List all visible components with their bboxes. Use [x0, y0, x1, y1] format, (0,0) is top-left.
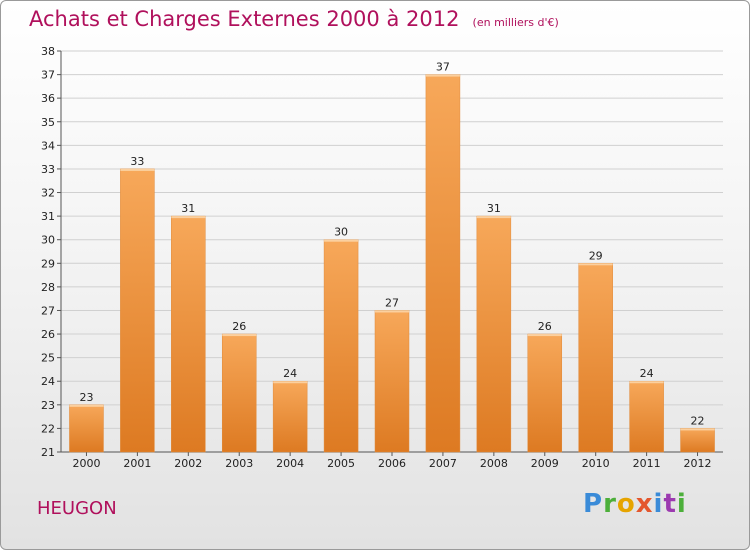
- commune-name: HEUGON: [37, 498, 117, 519]
- logo-letter: P: [583, 489, 604, 519]
- bar-highlight: [69, 404, 104, 407]
- data-label: 27: [385, 296, 399, 309]
- y-tick-label: 29: [41, 257, 55, 270]
- bar: [629, 380, 664, 453]
- data-label: 37: [436, 61, 450, 74]
- y-tick-label: 36: [41, 92, 55, 105]
- bar: [323, 239, 359, 453]
- data-label: 24: [640, 367, 654, 380]
- unit-text: (en milliers d'€): [472, 16, 559, 29]
- logo-letter: x: [635, 489, 654, 519]
- bar-highlight: [680, 428, 715, 431]
- logo-letter: t: [663, 489, 677, 519]
- logo-letter: i: [653, 489, 664, 519]
- chart-title: Achats et Charges Externes 2000 à 2012 (…: [29, 7, 559, 31]
- data-label: 33: [130, 155, 144, 168]
- bar-highlight: [273, 381, 308, 384]
- y-tick-label: 25: [41, 352, 55, 365]
- logo-letter: r: [603, 489, 617, 519]
- data-label: 23: [79, 391, 93, 404]
- bar: [171, 215, 206, 453]
- x-tick-label: 2001: [123, 457, 151, 470]
- x-tick-label: 2007: [429, 457, 457, 470]
- data-label: 22: [691, 414, 705, 427]
- data-labels: 23 33 31 26 24 30 27 37 31 26 29 24 22: [79, 61, 704, 428]
- logo-letter: i: [676, 489, 687, 519]
- bar: [578, 263, 613, 453]
- y-tick-label: 38: [41, 45, 55, 58]
- bar: [374, 310, 410, 453]
- title-text: Achats et Charges Externes 2000 à 2012: [29, 7, 460, 31]
- x-tick-label: 2004: [276, 457, 304, 470]
- y-tick-label: 22: [41, 422, 55, 435]
- bar-highlight: [476, 216, 511, 219]
- bar: [680, 428, 715, 453]
- y-tick-label: 26: [41, 328, 55, 341]
- data-label: 24: [283, 367, 297, 380]
- bar: [69, 404, 104, 453]
- y-tick-label: 31: [41, 210, 55, 223]
- data-label: 26: [232, 320, 246, 333]
- bar-highlight: [578, 263, 613, 266]
- y-tick-label: 28: [41, 281, 55, 294]
- data-label: 29: [589, 249, 603, 262]
- data-label: 30: [334, 226, 348, 239]
- bar: [425, 74, 461, 453]
- x-tick-label: 2003: [225, 457, 253, 470]
- y-tick-label: 23: [41, 399, 55, 412]
- bars: [69, 74, 715, 453]
- x-tick-labels: 2000 2001 2002 2003 2004 2005 2006 2007 2008 2009…: [72, 457, 711, 470]
- x-tick-label: 2000: [72, 457, 100, 470]
- x-tick-label: 2005: [327, 457, 355, 470]
- bar-highlight: [629, 381, 664, 384]
- bar: [527, 333, 563, 453]
- y-tick-label: 34: [41, 139, 55, 152]
- logo-letter: o: [616, 489, 636, 519]
- y-tick-labels: 21 22 23 24 25 26 27 28 29 30 31 32 33 34 35 36 37 38: [41, 45, 55, 459]
- data-label: 31: [181, 202, 195, 215]
- y-tick-label: 21: [41, 446, 55, 459]
- bar: [476, 215, 512, 453]
- y-tick-label: 32: [41, 187, 55, 200]
- x-tick-label: 2012: [684, 457, 712, 470]
- y-tick-label: 35: [41, 116, 55, 129]
- proxiti-logo[interactable]: Proxiti: [583, 489, 687, 519]
- bar-highlight: [375, 310, 409, 313]
- bar-highlight: [171, 216, 206, 219]
- x-tick-label: 2006: [378, 457, 406, 470]
- y-tick-label: 30: [41, 234, 55, 247]
- bar-highlight: [425, 74, 460, 77]
- bar-highlight: [120, 168, 155, 171]
- data-label: 26: [538, 320, 552, 333]
- x-tick-label: 2008: [480, 457, 508, 470]
- y-tick-label: 24: [41, 375, 55, 388]
- x-tick-label: 2011: [633, 457, 661, 470]
- bar: [120, 168, 155, 453]
- bar: [272, 380, 308, 453]
- bar-highlight: [527, 334, 562, 337]
- x-tick-label: 2009: [531, 457, 559, 470]
- x-tick-label: 2002: [174, 457, 202, 470]
- bar: [221, 333, 257, 453]
- y-tick-label: 33: [41, 163, 55, 176]
- bar-highlight: [222, 334, 257, 337]
- x-tick-label: 2010: [582, 457, 610, 470]
- y-tick-label: 37: [41, 69, 55, 82]
- y-tick-label: 27: [41, 304, 55, 317]
- bar-highlight: [324, 239, 359, 242]
- data-label: 31: [487, 202, 501, 215]
